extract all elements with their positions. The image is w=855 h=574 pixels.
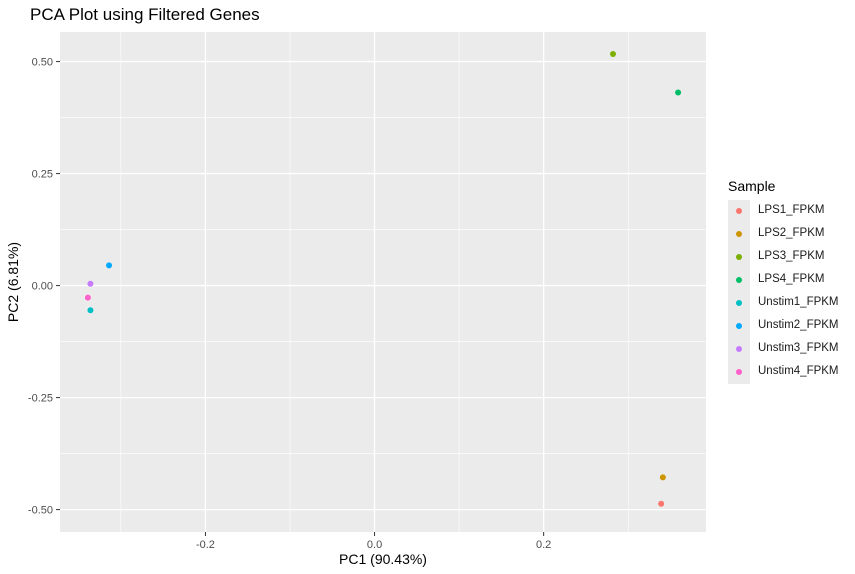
data-point bbox=[84, 294, 91, 301]
legend-item: LPS1_FPKM bbox=[728, 200, 824, 223]
x-tick-label: -0.2 bbox=[196, 539, 215, 551]
data-point bbox=[659, 474, 666, 481]
legend-label: LPS4_FPKM bbox=[758, 273, 825, 285]
legend-swatch bbox=[736, 300, 742, 306]
legend-swatch bbox=[736, 323, 742, 329]
legend-swatch bbox=[736, 254, 742, 260]
y-tick-label: -0.50 bbox=[28, 505, 53, 517]
legend-label: Unstim3_FPKM bbox=[758, 342, 839, 354]
x-tick-label: 0.0 bbox=[367, 539, 382, 551]
legend-item: Unstim1_FPKM bbox=[728, 292, 839, 315]
legend-item: LPS2_FPKM bbox=[728, 223, 824, 246]
legend-items: LPS1_FPKM LPS2_FPKM LPS3_FPKM LPS4_FPKM Unst… bbox=[728, 200, 839, 384]
data-point bbox=[658, 500, 665, 507]
data-point bbox=[87, 307, 94, 314]
axis-ticks bbox=[56, 61, 545, 536]
legend-label: LPS3_FPKM bbox=[758, 250, 825, 262]
y-tick-label: 0.00 bbox=[32, 281, 53, 293]
data-points bbox=[84, 50, 682, 507]
legend: Sample LPS1_FPKM LPS2_FPKM LPS3_FPKM LPS4_F… bbox=[728, 178, 839, 384]
legend-label: LPS1_FPKM bbox=[758, 204, 825, 216]
y-tick-label: -0.25 bbox=[28, 393, 53, 405]
legend-item: Unstim2_FPKM bbox=[728, 315, 839, 338]
y-axis-title: PC2 (6.81%) bbox=[5, 242, 21, 322]
legend-item: LPS4_FPKM bbox=[728, 269, 824, 292]
x-axis-title: PC1 (90.43%) bbox=[339, 551, 427, 567]
legend-label: Unstim2_FPKM bbox=[758, 319, 839, 331]
legend-label: LPS2_FPKM bbox=[758, 227, 825, 239]
y-tick-label: 0.50 bbox=[32, 57, 53, 69]
legend-swatch bbox=[736, 231, 742, 237]
data-point bbox=[87, 280, 94, 287]
legend-item: LPS3_FPKM bbox=[728, 246, 824, 269]
data-point bbox=[106, 262, 113, 269]
legend-item: Unstim3_FPKM bbox=[728, 338, 839, 361]
legend-swatch bbox=[736, 346, 742, 352]
legend-swatch bbox=[736, 277, 742, 283]
data-point bbox=[609, 50, 616, 57]
tick-labels: -0.2 0.0 0.2 0.50 0.25 0.00 -0.25 -0.50 bbox=[28, 57, 551, 551]
legend-item: Unstim4_FPKM bbox=[728, 361, 839, 384]
legend-label: Unstim4_FPKM bbox=[758, 365, 839, 377]
chart-title: PCA Plot using Filtered Genes bbox=[30, 5, 260, 24]
legend-title: Sample bbox=[728, 178, 776, 194]
legend-label: Unstim1_FPKM bbox=[758, 296, 839, 308]
legend-swatch bbox=[736, 369, 742, 375]
y-tick-label: 0.25 bbox=[32, 169, 53, 181]
legend-swatch bbox=[736, 208, 742, 214]
minor-gridlines bbox=[60, 32, 706, 532]
x-tick-label: 0.2 bbox=[536, 539, 551, 551]
data-point bbox=[675, 89, 682, 96]
major-gridlines bbox=[60, 32, 706, 532]
plot-panel bbox=[60, 32, 706, 532]
